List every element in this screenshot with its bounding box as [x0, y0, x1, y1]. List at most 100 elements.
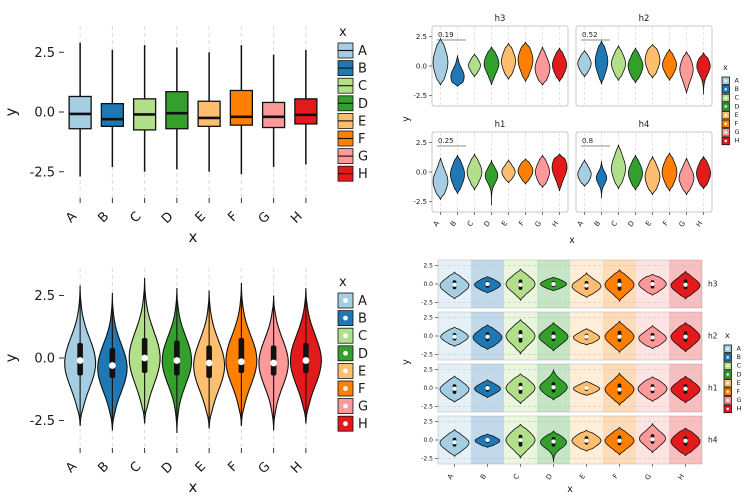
y-tick-label: -2.5: [413, 198, 427, 206]
y-tick-label: 0.0: [423, 333, 433, 340]
legend-key-dot: [343, 403, 348, 409]
median-dot-A: [452, 440, 457, 445]
legend-title: x: [725, 331, 730, 340]
violin-C: [468, 53, 481, 78]
x-tick-label: D: [482, 220, 492, 229]
inner-box-F: [238, 338, 245, 373]
violin-C: [611, 45, 626, 81]
legend-label-H: H: [358, 417, 368, 432]
legend-key-dot: [343, 368, 348, 374]
legend-label-F: F: [358, 132, 365, 147]
violin-E: [501, 159, 516, 184]
x-axis-title: x: [569, 235, 575, 246]
legend-key-dot: [343, 298, 348, 303]
strip-label-h1: h1: [708, 384, 718, 393]
x-tick-label: A: [576, 219, 585, 228]
legend-label-A: A: [737, 345, 742, 353]
legend-key-dot: [724, 122, 727, 125]
legend-label-F: F: [358, 382, 365, 397]
median-dot-G: [650, 281, 655, 287]
facet-title-h3: h3: [495, 14, 506, 24]
legend-label-G: G: [735, 128, 740, 136]
y-tick-label: -2.5: [30, 165, 55, 180]
violin-D: [484, 160, 499, 206]
median-dot-C: [518, 385, 523, 391]
x-tick-label: B: [449, 219, 458, 228]
median-dot-A: [452, 386, 457, 391]
legend-key-dot: [726, 347, 729, 350]
legend-key-dot: [724, 88, 727, 91]
violin-D: [540, 430, 567, 463]
x-tick-label: E: [193, 459, 209, 475]
violin-G: [679, 51, 694, 94]
median-dot-D: [551, 334, 556, 339]
legend-label-H: H: [737, 405, 742, 413]
x-tick-label: G: [677, 220, 687, 229]
legend-key-dot: [343, 421, 348, 427]
panel-facet-violin-grid: h3 0.19 2.5 0.0 -2.5 h2 0.52 h1 0.25 2.5 0.0 -2.5 A B…: [400, 0, 750, 250]
legend-key-dot: [726, 373, 729, 376]
y-tick-label: -2.5: [421, 352, 433, 359]
strip-label-h3: h3: [708, 280, 718, 289]
legend-key-dot: [724, 79, 727, 82]
x-tick-label: H: [288, 209, 306, 227]
median-dot-B: [485, 281, 490, 287]
violin-G: [535, 155, 550, 188]
legend-key-dot: [724, 131, 727, 134]
median-dot-F: [617, 438, 622, 443]
x-axis-title: x: [567, 484, 573, 495]
y-tick-label: 2.5: [423, 262, 433, 269]
legend-key-dot: [724, 96, 727, 100]
x-tick-label: A: [63, 459, 80, 476]
x-tick-label: G: [643, 473, 653, 482]
median-dot-E: [584, 283, 589, 288]
median-dot-H: [683, 282, 688, 287]
median-dot-E: [584, 385, 589, 391]
legend-label-E: E: [358, 114, 366, 129]
legend-key-dot: [726, 381, 729, 385]
legend-label-C: C: [737, 362, 742, 370]
median-dot-B: [485, 437, 490, 443]
y-tick-label: 2.5: [416, 33, 427, 41]
x-tick-label: F: [225, 209, 241, 225]
annotation-h3: 0.19: [438, 31, 454, 39]
panel-facet-violin-rows: 2.5 0.0 -2.5 h3 2.5 0.0 -2.5 h2 2.5 0.0 -2.5 h1 2.5 0…: [400, 250, 750, 500]
median-dot-G: [650, 386, 655, 391]
y-tick-label: 0.0: [423, 437, 433, 444]
x-axis-title: x: [189, 228, 198, 246]
x-tick-label: F: [661, 220, 670, 228]
box-G: [261, 101, 286, 129]
violin-G: [678, 157, 695, 195]
violin-A: [432, 157, 449, 200]
legend-label-G: G: [737, 396, 742, 404]
median-dot-E: [205, 359, 213, 367]
median-dot-G: [650, 335, 655, 340]
box-A: [68, 95, 92, 130]
y-tick-label: 2.5: [34, 289, 55, 304]
x-tick-label: B: [593, 219, 602, 228]
violin-H: [696, 156, 711, 189]
y-tick-label: 0.0: [423, 281, 433, 288]
legend-key-dot: [343, 350, 348, 356]
x-tick-label: D: [544, 473, 554, 482]
median-dot-C: [141, 354, 149, 362]
legend-label-D: D: [735, 102, 740, 110]
violin-A: [577, 50, 592, 78]
violin-A: [577, 159, 592, 187]
violin-E: [644, 156, 661, 195]
y-tick-label: 2.5: [423, 418, 433, 425]
legend-title: x: [723, 63, 728, 72]
x-tick-label: E: [193, 209, 209, 225]
x-tick-label: B: [95, 209, 112, 226]
legend-title: x: [339, 275, 347, 290]
median-dot-A: [452, 282, 457, 287]
median-dot-D: [173, 357, 181, 364]
legend-label-B: B: [735, 85, 739, 93]
y-axis-title: y: [401, 116, 412, 122]
violin-E: [644, 44, 661, 79]
y-tick-label: 2.5: [34, 46, 55, 61]
